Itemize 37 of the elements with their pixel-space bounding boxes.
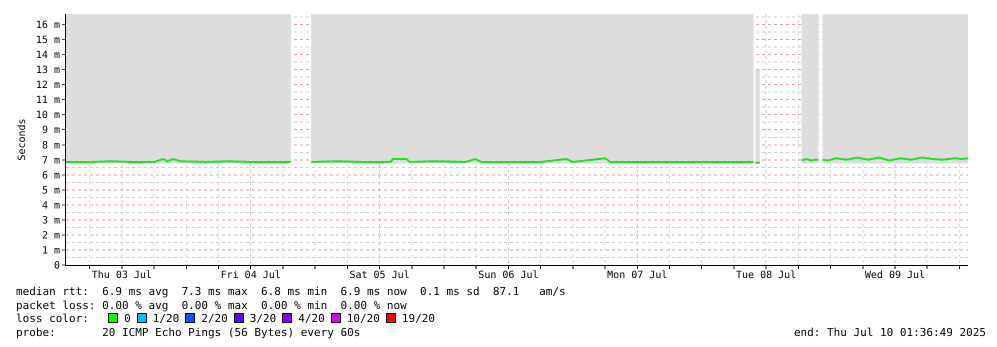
y-tick-label: 8 m	[42, 140, 60, 152]
y-tick-label: 7 m	[42, 155, 60, 166]
text: median rtt: 6.9 ms avg 7.3 ms max 6.8 ms min 6.9 ms now 0.1 ms sd 87.1 am/s	[16, 285, 566, 298]
y-tick-label: 14 m	[36, 50, 60, 62]
text: loss color:	[16, 312, 90, 325]
y-tick-label: 15 m	[36, 35, 60, 46]
y-tick-label: 12 m	[36, 80, 60, 92]
text: 0	[124, 312, 131, 325]
x-tick-label: Wed 09 Jul	[864, 270, 926, 281]
y-tick-label: 9 m	[42, 125, 60, 136]
y-tick-label: 11 m	[36, 95, 60, 106]
y-tick-label: 10 m	[36, 110, 60, 122]
y-tick-label: 13 m	[36, 65, 60, 76]
text: probe: 20 ICMP Echo Pings (56 Bytes) every 60s	[16, 326, 360, 338]
text: 3/20	[250, 312, 276, 325]
x-tick-label: Thu 03 Jul	[92, 270, 152, 281]
y-tick-label: 0	[54, 260, 60, 272]
text: packet loss: 0.00 % avg 0.00 % max 0.00 % min 0.00 % now	[16, 298, 407, 312]
text: 1/20	[152, 312, 180, 325]
text: 2/20	[201, 312, 228, 325]
text: 4/20	[298, 312, 325, 325]
x-tick-label: Tue 08 Jul	[736, 270, 796, 281]
y-tick-label: 16 m	[36, 20, 60, 32]
x-tick-label: Mon 07 Jul	[607, 270, 668, 281]
text: end: Thu Jul 10 01:36:49 2025	[794, 326, 986, 339]
y-tick-label: 2 m	[42, 230, 60, 242]
y-tick-label: 6 m	[42, 170, 60, 182]
x-tick-label: Sun 06 Jul	[478, 270, 539, 281]
y-tick-label: 5 m	[42, 185, 60, 196]
text: 19/20	[402, 312, 435, 325]
y-axis-title: Seconds	[16, 118, 28, 161]
y-tick-label: 4 m	[42, 200, 60, 212]
x-tick-label: Fri 04 Jul	[220, 270, 281, 281]
text: 10/20	[346, 312, 380, 325]
x-tick-label: Sat 05 Jul	[349, 270, 410, 281]
y-tick-label: 3 m	[42, 215, 60, 226]
y-tick-label: 1 m	[42, 245, 60, 256]
